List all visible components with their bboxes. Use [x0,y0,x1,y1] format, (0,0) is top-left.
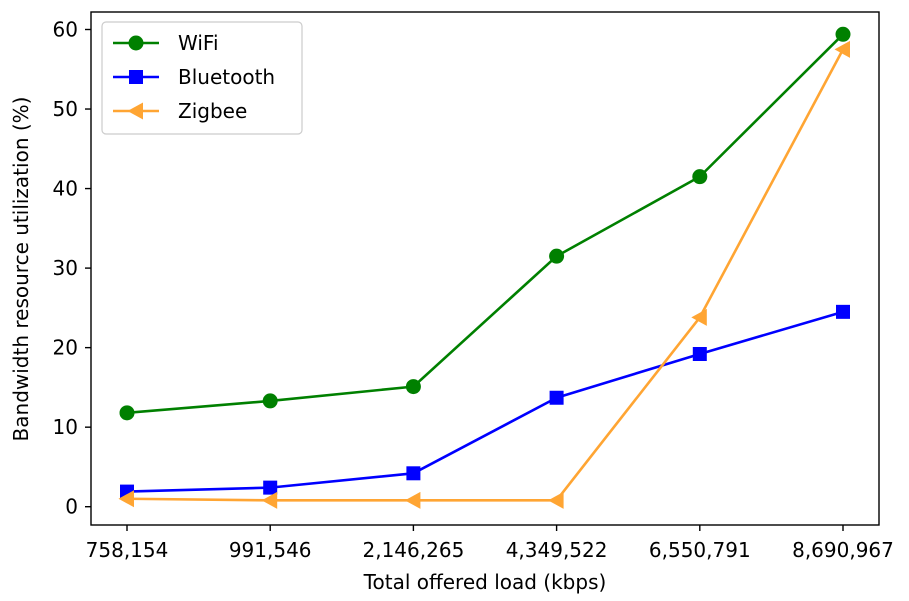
x-tick-label-5: 8,690,967 [792,538,894,562]
data-point-wifi-3 [549,248,565,264]
legend: WiFi Bluetooth Zigbee [101,21,303,135]
y-tick-label-40: 40 [53,177,78,201]
legend-marker-bluetooth [129,70,143,84]
data-point-zigbee-3 [548,491,564,509]
y-axis-label: Bandwidth resource utilization (%) [9,97,33,442]
data-point-bluetooth-5 [836,304,850,319]
series-line-bluetooth [126,310,844,493]
legend-label-bluetooth: Bluetooth [178,65,275,89]
x-tick-label-2: 2,146,265 [363,538,465,562]
legend-label-wifi: WiFi [178,31,219,55]
data-point-bluetooth-1 [263,480,278,495]
series-line-zigbee [126,48,845,502]
y-tick-label-10: 10 [53,415,78,439]
legend-marker-wifi [128,35,144,51]
data-point-bluetooth-2 [406,466,421,481]
data-point-zigbee-2 [404,491,421,509]
legend-marker-zigbee [127,102,143,120]
x-tick-label-1: 991,546 [229,538,312,562]
legend-label-zigbee: Zigbee [178,99,247,123]
x-axis-label: Total offered load (kbps) [363,570,607,594]
data-point-zigbee-5 [834,40,850,58]
x-tick-label-3: 4,349,522 [506,538,608,562]
data-point-zigbee-1 [261,491,278,509]
axes: 0 10 20 30 40 50 60 758,154 991,546 2,146,265 4,34… [53,11,894,562]
y-tick-label-60: 60 [53,17,78,41]
data-point-wifi-4 [692,169,708,185]
x-tick-label-4: 6,550,791 [649,538,751,562]
data-point-wifi-0 [119,405,135,421]
data-point-bluetooth-3 [549,390,564,405]
data-point-bluetooth-4 [692,347,707,361]
series-line-wifi [126,33,844,415]
data-point-zigbee-0 [118,490,134,508]
x-tick-label-0: 758,154 [86,538,169,562]
y-tick-label-30: 30 [53,256,78,280]
legend-box [101,21,303,135]
data-point-wifi-2 [405,379,421,395]
data-point-wifi-1 [262,393,278,409]
y-tick-label-0: 0 [65,495,78,519]
y-tick-label-20: 20 [53,336,78,360]
y-tick-label-50: 50 [53,97,78,121]
plot-area [118,26,851,509]
data-point-wifi-5 [835,26,851,42]
data-point-zigbee-4 [691,308,707,326]
